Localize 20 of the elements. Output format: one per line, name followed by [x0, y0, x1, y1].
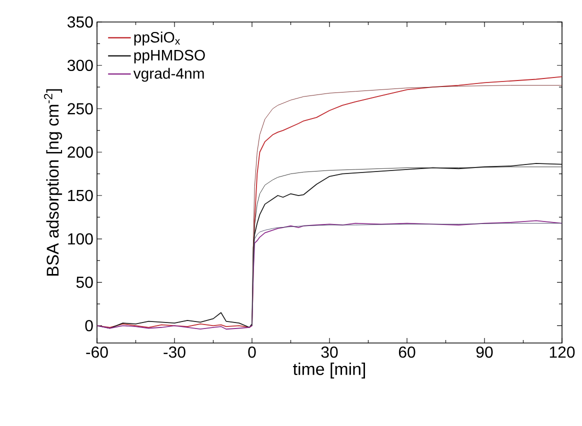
y-tick-label: 300	[67, 60, 93, 72]
x-axis-title: time [min]	[293, 362, 365, 378]
y-tick-label: 200	[68, 146, 93, 158]
legend-label: ppHMDSO	[134, 50, 205, 64]
x-tick-label: 120	[550, 346, 575, 358]
y-tick-label: 0	[85, 320, 93, 332]
x-tick-label: 60	[398, 346, 416, 358]
x-tick-label: 90	[476, 346, 493, 358]
y-tick-label: 250	[68, 103, 93, 114]
legend-label: ppSiO$_{x}$	[134, 32, 180, 46]
x-tick-label: -30	[164, 346, 186, 358]
legend-label: vgrad-4nm	[133, 68, 204, 82]
x-tick-label: -60	[86, 346, 108, 358]
y-tick-label: 150	[68, 190, 93, 202]
y-tick-label: 50	[76, 276, 93, 288]
x-tick-label: 0	[248, 346, 256, 358]
y-axis-title: BSA adsorption [ng cm$^{-2}$]	[44, 89, 62, 276]
y-tick-label: 100	[68, 233, 93, 245]
y-tick-label: 350	[67, 16, 93, 28]
x-tick-label: 30	[321, 346, 338, 358]
